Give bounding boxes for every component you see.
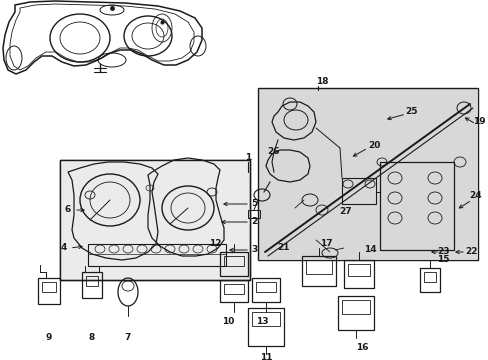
Text: 9: 9 bbox=[46, 333, 52, 342]
Bar bbox=[86, 276, 98, 286]
Text: 18: 18 bbox=[315, 77, 327, 86]
Bar bbox=[302, 256, 335, 286]
Bar bbox=[88, 244, 225, 254]
Bar bbox=[305, 260, 331, 274]
Text: 12: 12 bbox=[208, 239, 221, 248]
Bar bbox=[419, 268, 439, 292]
Bar bbox=[38, 278, 60, 304]
Bar bbox=[82, 272, 102, 298]
Text: 15: 15 bbox=[436, 256, 448, 265]
Bar bbox=[423, 272, 435, 282]
Bar bbox=[247, 210, 260, 218]
Bar bbox=[60, 160, 249, 280]
Text: 19: 19 bbox=[472, 117, 484, 126]
Bar bbox=[259, 89, 476, 259]
Bar bbox=[337, 296, 373, 330]
Text: 8: 8 bbox=[89, 333, 95, 342]
Text: 17: 17 bbox=[319, 239, 332, 248]
Text: 27: 27 bbox=[339, 207, 351, 216]
Text: 4: 4 bbox=[61, 243, 67, 252]
Bar bbox=[256, 282, 275, 292]
Text: 22: 22 bbox=[465, 248, 477, 256]
Text: 13: 13 bbox=[255, 318, 268, 327]
Bar bbox=[224, 284, 244, 294]
Bar bbox=[251, 312, 280, 326]
Bar bbox=[347, 264, 369, 276]
Bar bbox=[88, 244, 225, 266]
Bar bbox=[343, 260, 373, 288]
Text: 24: 24 bbox=[469, 192, 481, 201]
Bar bbox=[341, 300, 369, 314]
Text: 6: 6 bbox=[65, 206, 71, 215]
Text: 5: 5 bbox=[250, 199, 257, 208]
Bar bbox=[258, 88, 477, 260]
Text: 21: 21 bbox=[277, 243, 290, 252]
Text: 2: 2 bbox=[250, 217, 257, 226]
Text: 7: 7 bbox=[124, 333, 131, 342]
Text: 25: 25 bbox=[405, 108, 417, 117]
Bar bbox=[61, 161, 248, 279]
Bar bbox=[42, 282, 56, 292]
Bar bbox=[220, 280, 247, 302]
Bar bbox=[379, 162, 453, 250]
Text: 10: 10 bbox=[222, 318, 234, 327]
Text: 14: 14 bbox=[363, 246, 376, 255]
Text: 23: 23 bbox=[437, 248, 449, 256]
Bar bbox=[224, 256, 244, 266]
Bar bbox=[60, 160, 249, 280]
Text: 20: 20 bbox=[367, 141, 379, 150]
Text: 16: 16 bbox=[355, 343, 367, 352]
Bar bbox=[247, 308, 284, 346]
Bar bbox=[341, 178, 375, 204]
Text: 1: 1 bbox=[244, 153, 251, 162]
Bar bbox=[220, 252, 247, 276]
Text: 3: 3 bbox=[250, 246, 257, 255]
Text: 26: 26 bbox=[267, 148, 280, 157]
Text: 11: 11 bbox=[259, 354, 272, 360]
Bar bbox=[251, 278, 280, 302]
